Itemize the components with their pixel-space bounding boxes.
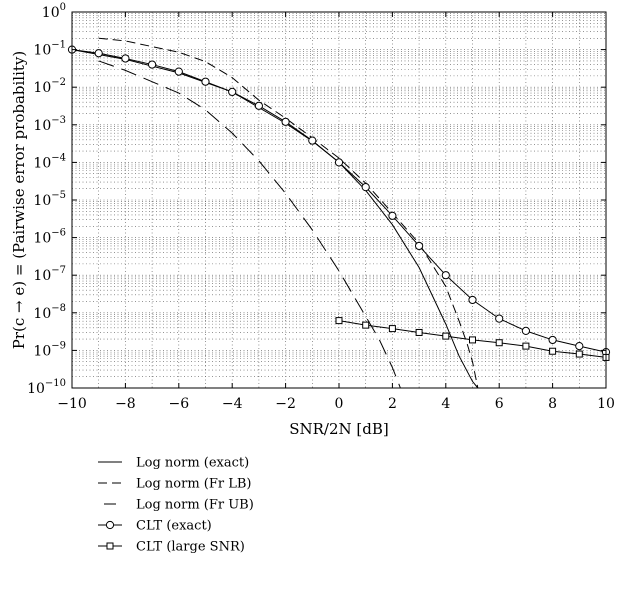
series-layer [67,37,611,389]
grid [72,12,606,388]
data-point-clt-exact [388,211,397,220]
data-point-clt-exact [174,67,183,76]
x-tick-label: 2 [388,396,397,412]
legend-label: CLT (large SNR) [136,540,245,555]
data-point-clt-exact [575,342,584,351]
data-point-clt-exact [521,326,531,336]
data-point-clt-large-snr [495,339,503,347]
data-point-clt-large-snr [549,347,557,355]
legend-label: Log norm (Fr LB) [136,477,251,492]
data-point-clt-exact [201,77,210,86]
y-tick-label: 10−1 [33,40,66,59]
series-log-norm-fr-ub [98,60,401,389]
legend-item-log-norm-exact: Log norm (exact) [98,456,249,471]
series-clt-exact [67,45,611,357]
data-point-clt-exact [334,158,344,167]
data-point-clt-large-snr [388,325,396,333]
data-point-clt-exact [94,49,103,58]
x-tick-label: 8 [548,396,557,412]
series-line-log-norm-exact [71,49,479,389]
y-tick-label: 10−8 [33,303,66,322]
data-point-clt-exact [361,183,370,192]
y-tick-label: 10−5 [33,190,66,209]
data-point-clt-large-snr [522,342,530,350]
data-point-clt-large-snr [362,321,370,329]
y-tick-label: 10−9 [33,340,66,359]
y-axis-label: Pr(c → e) = (Pairwise error probability) [10,51,28,350]
data-point-clt-exact [468,295,477,305]
legend-item-clt-large-snr: CLT (large SNR) [98,540,245,555]
legend-item-log-norm-fr-lb: Log norm (Fr LB) [98,477,251,492]
x-tick-label: −8 [115,396,136,412]
data-point-clt-exact [548,335,557,345]
data-point-clt-exact [121,54,130,63]
x-tick-label: −10 [57,396,87,412]
x-tick-label: 10 [597,396,615,412]
x-tick-label: −2 [275,396,296,412]
data-point-clt-exact [148,60,157,69]
x-axis-label: SNR/2N [dB] [289,420,389,438]
data-point-clt-large-snr [469,336,476,344]
data-point-clt-large-snr [575,350,583,358]
data-point-clt-exact [254,101,263,110]
y-tick-label: 10−6 [33,228,66,247]
y-tick-label: 100 [42,2,66,21]
data-point-clt-exact [228,87,237,96]
y-tick-label: 10−7 [33,265,66,284]
y-tick-label: 10−4 [33,152,66,171]
tick-layer: −10 −8 −6 −4 −2 0 2 4 6 8 10 100 10−1 10−2 10−3 10−4 10−… [27,2,615,412]
x-tick-label: −4 [222,396,243,412]
data-point-clt-large-snr [442,332,450,340]
data-point-clt-exact [281,117,290,126]
series-log-norm-fr-lb [98,37,479,389]
x-tick-label: 6 [495,396,504,412]
data-point-clt-large-snr [415,328,423,336]
legend: Log norm (exact) Log norm (Fr LB) Log norm… [98,456,254,555]
legend-label: Log norm (Fr UB) [136,498,254,513]
x-tick-label: 4 [441,396,450,412]
series-line-log-norm-fr-ub [98,60,401,389]
legend-marker [106,542,114,550]
legend-item-clt-exact: CLT (exact) [98,519,212,534]
x-tick-label: 0 [335,396,344,412]
data-point-clt-large-snr [335,317,343,325]
y-tick-label: 10−10 [27,378,66,397]
y-tick-label: 10−2 [33,77,66,96]
data-point-clt-exact [308,136,317,145]
data-point-clt-exact [495,314,504,323]
legend-label: Log norm (exact) [136,456,249,471]
x-tick-label: −6 [168,396,189,412]
data-point-clt-exact [415,241,424,251]
legend-label: CLT (exact) [136,519,212,534]
y-tick-label: 10−3 [33,115,66,134]
legend-marker [105,520,115,530]
series-line-log-norm-fr-lb [98,37,479,389]
series-log-norm-exact [71,49,479,389]
data-point-clt-exact [441,271,450,280]
legend-item-log-norm-fr-ub: Log norm (Fr UB) [104,498,254,513]
